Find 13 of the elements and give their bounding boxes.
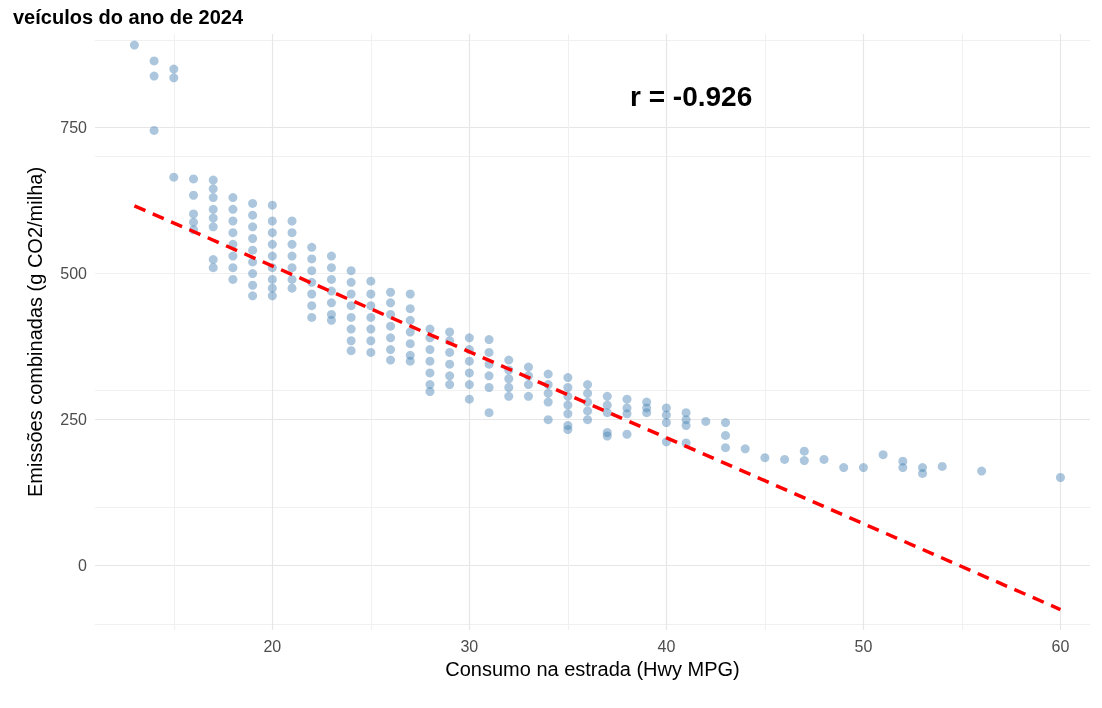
x-tick-label: 20 [263, 637, 282, 655]
y-tick-label: 250 [60, 411, 88, 429]
x-tick-label: 40 [657, 637, 676, 655]
y-axis-title: Emissões combinadas (g CO2/milha) [24, 166, 46, 498]
y-tick-label: 500 [60, 265, 88, 283]
y-tick-label: 750 [60, 118, 88, 136]
x-tick-label: 30 [460, 637, 479, 655]
x-axis-title: Consumo na estrada (Hwy MPG) [445, 657, 740, 680]
x-tick-label: 50 [854, 637, 873, 655]
y-tick-label: 0 [78, 557, 88, 575]
x-tick-label: 60 [1051, 637, 1070, 655]
chart-title: veículos do ano de 2024 [13, 6, 244, 28]
annotation: r = -0.926 [630, 80, 753, 112]
